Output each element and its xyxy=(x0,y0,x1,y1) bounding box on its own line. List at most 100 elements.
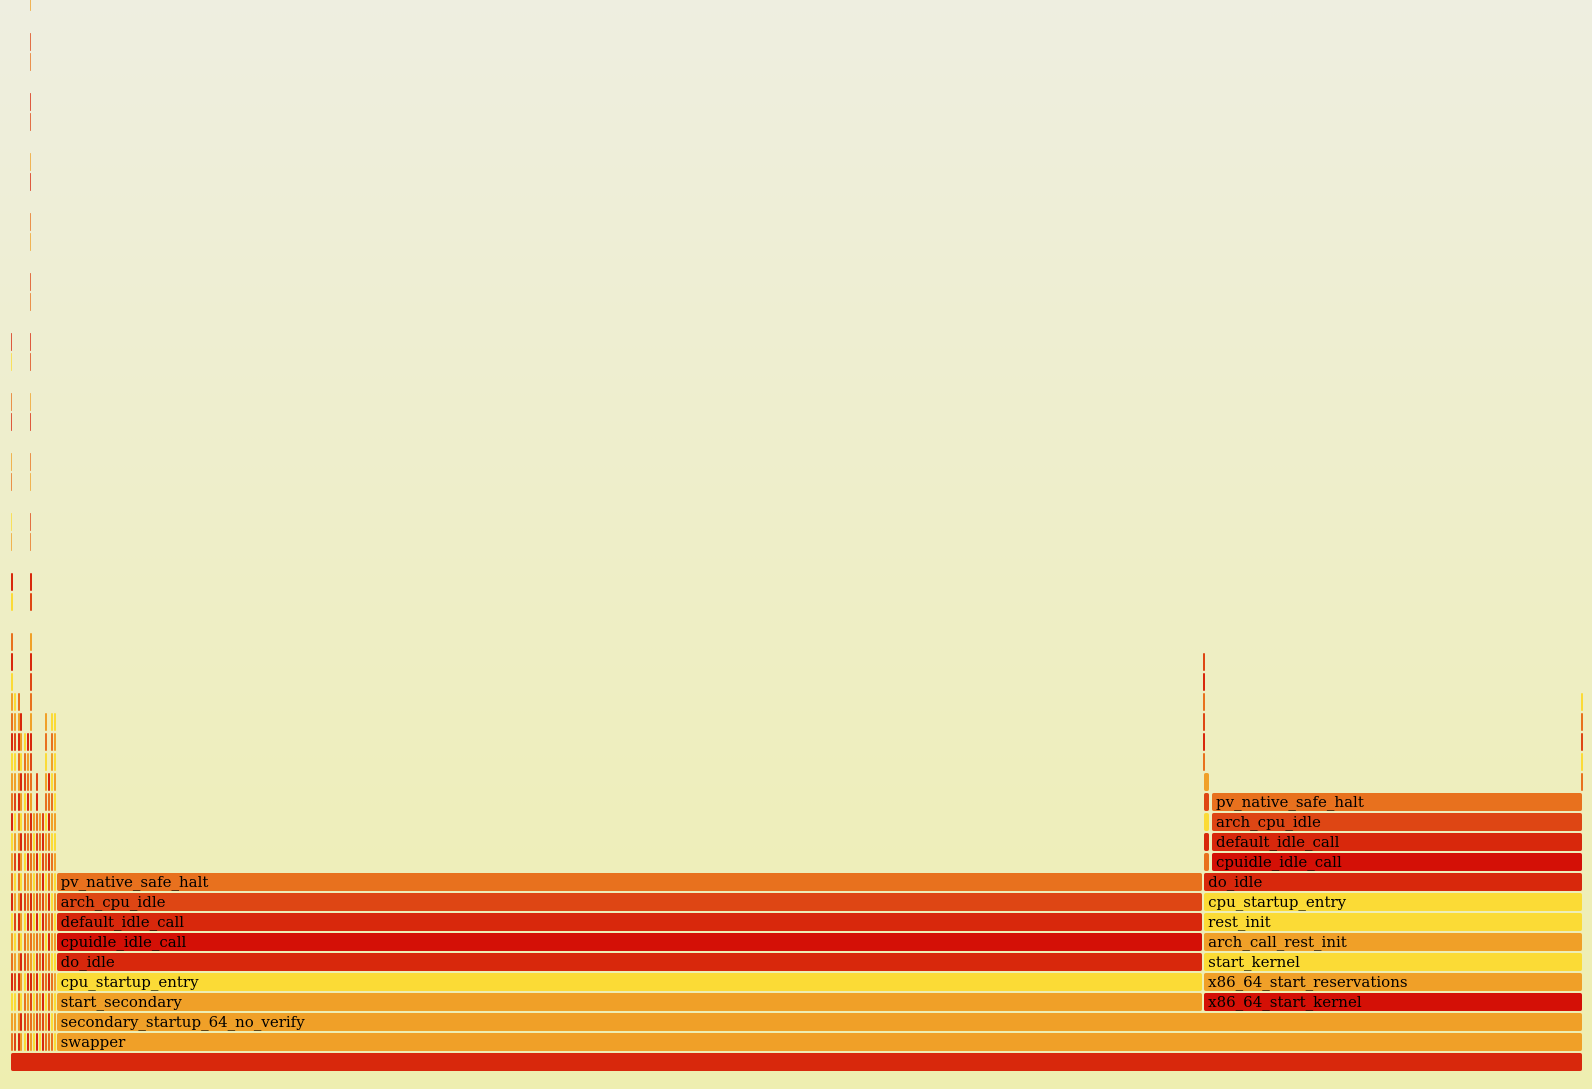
narrow-frame[interactable] xyxy=(20,913,23,931)
narrow-frame[interactable] xyxy=(14,873,17,891)
narrow-frame[interactable] xyxy=(29,113,31,131)
narrow-frame[interactable] xyxy=(20,993,23,1011)
narrow-frame[interactable] xyxy=(51,733,54,751)
narrow-frame[interactable] xyxy=(1580,693,1583,711)
narrow-frame[interactable] xyxy=(20,813,23,831)
narrow-frame[interactable] xyxy=(35,773,38,791)
narrow-frame[interactable] xyxy=(44,873,47,891)
frame-root[interactable] xyxy=(1204,773,1210,791)
narrow-frame[interactable] xyxy=(29,973,32,991)
narrow-frame[interactable] xyxy=(17,713,20,731)
narrow-frame[interactable] xyxy=(20,733,23,751)
narrow-frame[interactable] xyxy=(32,893,35,911)
narrow-frame[interactable] xyxy=(23,733,26,751)
narrow-frame[interactable] xyxy=(20,853,23,871)
narrow-frame[interactable] xyxy=(29,513,31,531)
narrow-frame[interactable] xyxy=(17,793,20,811)
narrow-frame[interactable] xyxy=(23,1013,26,1031)
narrow-frame[interactable] xyxy=(14,953,17,971)
narrow-frame[interactable] xyxy=(47,813,50,831)
narrow-frame[interactable] xyxy=(29,633,32,651)
narrow-frame[interactable] xyxy=(11,733,14,751)
narrow-frame[interactable] xyxy=(11,713,14,731)
frame-root[interactable] xyxy=(1204,813,1210,831)
narrow-frame[interactable] xyxy=(29,453,31,471)
narrow-frame[interactable] xyxy=(26,973,29,991)
narrow-frame[interactable] xyxy=(20,873,23,891)
narrow-frame[interactable] xyxy=(23,1033,26,1051)
narrow-frame[interactable] xyxy=(11,453,13,471)
narrow-frame[interactable] xyxy=(26,753,29,771)
narrow-frame[interactable] xyxy=(54,793,57,811)
narrow-frame[interactable] xyxy=(11,913,14,931)
narrow-frame[interactable] xyxy=(29,993,32,1011)
narrow-frame[interactable] xyxy=(23,793,26,811)
narrow-frame[interactable] xyxy=(23,993,26,1011)
frame-do-idle[interactable]: do_idle xyxy=(56,953,1202,971)
narrow-frame[interactable] xyxy=(29,393,31,411)
narrow-frame[interactable] xyxy=(17,933,20,951)
narrow-frame[interactable] xyxy=(29,273,31,291)
narrow-frame[interactable] xyxy=(29,473,31,491)
narrow-frame[interactable] xyxy=(1580,733,1583,751)
narrow-frame[interactable] xyxy=(20,793,23,811)
narrow-frame[interactable] xyxy=(17,973,20,991)
narrow-frame[interactable] xyxy=(11,473,13,491)
narrow-frame[interactable] xyxy=(51,933,54,951)
frame-do-idle[interactable]: do_idle xyxy=(1204,873,1582,891)
narrow-frame[interactable] xyxy=(20,753,23,771)
narrow-frame[interactable] xyxy=(38,913,41,931)
narrow-frame[interactable] xyxy=(20,933,23,951)
narrow-frame[interactable] xyxy=(11,793,14,811)
narrow-frame[interactable] xyxy=(51,1013,54,1031)
narrow-frame[interactable] xyxy=(26,733,29,751)
narrow-frame[interactable] xyxy=(35,833,38,851)
narrow-frame[interactable] xyxy=(41,953,44,971)
narrow-frame[interactable] xyxy=(44,973,47,991)
narrow-frame[interactable] xyxy=(26,953,29,971)
narrow-frame[interactable] xyxy=(29,713,32,731)
frame-cpu-startup-entry[interactable]: cpu_startup_entry xyxy=(1204,893,1582,911)
narrow-frame[interactable] xyxy=(47,973,50,991)
narrow-frame[interactable] xyxy=(26,893,29,911)
frame-root[interactable] xyxy=(1204,833,1210,851)
narrow-frame[interactable] xyxy=(47,1013,50,1031)
narrow-frame[interactable] xyxy=(35,1013,38,1031)
frame-x86-64-start-kernel[interactable]: x86_64_start_kernel xyxy=(1204,993,1582,1011)
narrow-frame[interactable] xyxy=(35,813,38,831)
narrow-frame[interactable] xyxy=(38,993,41,1011)
narrow-frame[interactable] xyxy=(26,853,29,871)
narrow-frame[interactable] xyxy=(11,833,14,851)
narrow-frame[interactable] xyxy=(47,913,50,931)
narrow-frame[interactable] xyxy=(51,833,54,851)
narrow-frame[interactable] xyxy=(32,953,35,971)
narrow-frame[interactable] xyxy=(1580,753,1583,771)
narrow-frame[interactable] xyxy=(26,933,29,951)
narrow-frame[interactable] xyxy=(38,953,41,971)
frame-x86-64-start-reservations[interactable]: x86_64_start_reservations xyxy=(1204,973,1582,991)
narrow-frame[interactable] xyxy=(17,953,20,971)
frame-arch-call-rest-init[interactable]: arch_call_rest_init xyxy=(1204,933,1582,951)
narrow-frame[interactable] xyxy=(35,953,38,971)
narrow-frame[interactable] xyxy=(23,933,26,951)
narrow-frame[interactable] xyxy=(26,793,29,811)
narrow-frame[interactable] xyxy=(11,513,13,531)
narrow-frame[interactable] xyxy=(38,833,41,851)
narrow-frame[interactable] xyxy=(14,693,17,711)
narrow-frame[interactable] xyxy=(11,753,14,771)
narrow-frame[interactable] xyxy=(14,993,17,1011)
narrow-frame[interactable] xyxy=(47,1033,50,1051)
narrow-frame[interactable] xyxy=(47,833,50,851)
frame-default-idle-call[interactable]: default_idle_call xyxy=(56,913,1202,931)
narrow-frame[interactable] xyxy=(41,873,44,891)
narrow-frame[interactable] xyxy=(51,1033,54,1051)
narrow-frame[interactable] xyxy=(29,853,32,871)
narrow-frame[interactable] xyxy=(17,753,20,771)
narrow-frame[interactable] xyxy=(14,813,17,831)
narrow-frame[interactable] xyxy=(47,793,50,811)
narrow-frame[interactable] xyxy=(44,853,47,871)
narrow-frame[interactable] xyxy=(32,993,35,1011)
narrow-frame[interactable] xyxy=(11,693,14,711)
narrow-frame[interactable] xyxy=(44,933,47,951)
narrow-frame[interactable] xyxy=(11,933,14,951)
